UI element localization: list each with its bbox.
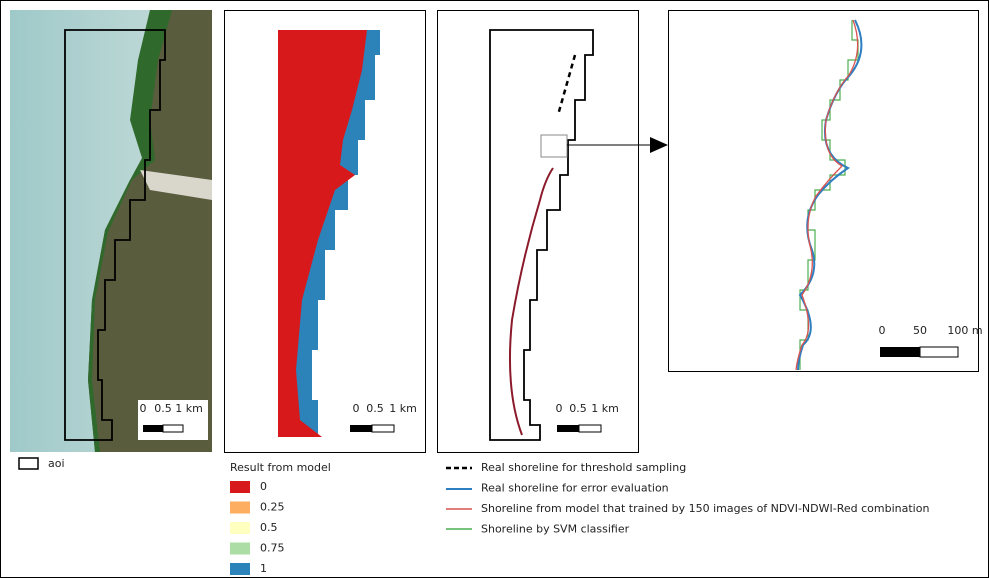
scale-label: 100 m [947, 324, 982, 337]
legend-title: Result from model [230, 461, 331, 474]
scale-label: 0 [556, 402, 563, 415]
legend-label: 0.5 [260, 521, 278, 534]
legend-label: Real shoreline for threshold sampling [481, 461, 686, 474]
legend-swatch [230, 501, 250, 514]
legend-label: 0.25 [260, 501, 285, 514]
legend-label: 1 [260, 562, 267, 575]
scale-label: 1 km [591, 402, 619, 415]
legend-swatch [230, 542, 250, 555]
scale-label: 0.5 [154, 402, 172, 415]
satellite-panel: 0 0.5 1 km [10, 10, 212, 452]
zoom-panel: 0 50 100 m [668, 10, 983, 372]
legend-label: 0 [260, 480, 267, 493]
scale-label: 0.5 [366, 402, 384, 415]
legend-aoi: aoi [18, 457, 65, 470]
legend-swatch [230, 563, 250, 575]
scale-label: 50 [913, 324, 927, 337]
legend-label: Shoreline by SVM classifier [481, 523, 630, 536]
legend-label: 0.75 [260, 542, 285, 555]
scale-label: 1 km [175, 402, 203, 415]
legend-swatch [230, 522, 250, 534]
legend-label: Real shoreline for error evaluation [481, 482, 669, 495]
scale-label: 1 km [389, 402, 417, 415]
scale-label: 0 [140, 402, 147, 415]
legend-lines: Real shoreline for threshold sampling Rea… [446, 461, 929, 536]
legend-swatch [230, 481, 250, 493]
legend-label: aoi [48, 457, 65, 470]
legend-result: Result from model 0 0.25 0.5 0.75 1 [230, 461, 331, 575]
result-panel: 0 0.5 1 km [224, 10, 426, 453]
shoreline-panel: 0 0.5 1 km [437, 10, 668, 453]
scale-label: 0 [353, 402, 360, 415]
scale-label: 0 [879, 324, 886, 337]
legend-label: Shoreline from model that trained by 150… [481, 502, 929, 515]
scale-label: 0.5 [569, 402, 587, 415]
